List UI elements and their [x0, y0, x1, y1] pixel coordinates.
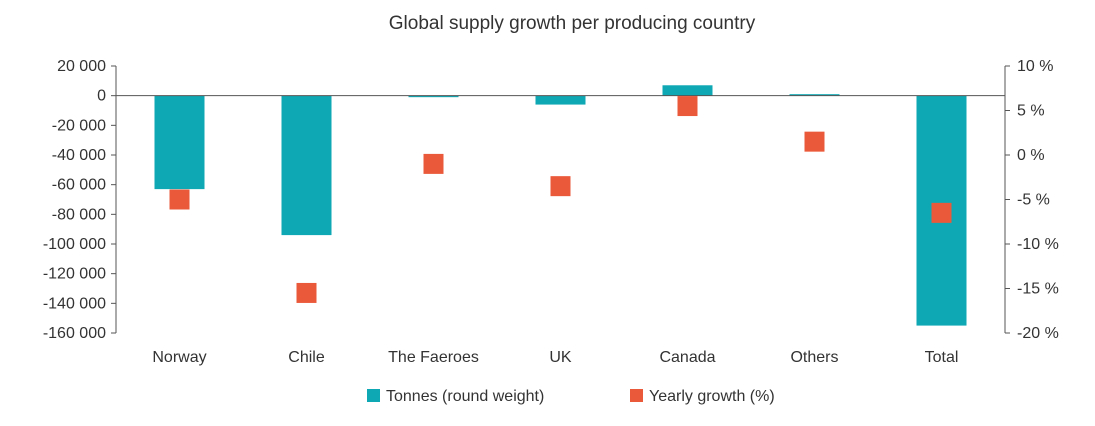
x-axis-label-chile: Chile [288, 349, 325, 366]
growth-marker-canada [677, 96, 698, 117]
bar-others [789, 94, 840, 96]
right-axis-tick-label: 10 % [1017, 58, 1053, 75]
bar-chile [281, 95, 332, 236]
x-axis-label-the-faeroes: The Faeroes [388, 349, 479, 366]
left-axis-tick-label: -160 000 [43, 325, 106, 342]
x-axis-label-canada: Canada [659, 349, 715, 366]
right-axis-tick-label: 5 % [1017, 103, 1045, 120]
x-axis-label-total: Total [925, 349, 959, 366]
left-axis-tick-label: 0 [97, 88, 106, 105]
left-axis-tick-label: -20 000 [52, 117, 106, 134]
left-axis-tick-label: -40 000 [52, 147, 106, 164]
x-axis-label-others: Others [790, 349, 838, 366]
legend-label-yearly-growth: Yearly growth (%) [649, 388, 775, 405]
left-axis-tick-label: -100 000 [43, 236, 106, 253]
right-axis-tick-label: -5 % [1017, 192, 1050, 209]
x-axis-label-norway: Norway [152, 349, 206, 366]
legend-label-tonnes: Tonnes (round weight) [386, 388, 544, 405]
bar-the-faeroes [408, 95, 459, 98]
plot-area: 20 000 0 -20 000 -40 000 -60 000 -80 000 -100 … [43, 58, 1059, 366]
bar-norway [154, 95, 205, 190]
chart-title: Global supply growth per producing count… [389, 13, 756, 34]
right-axis-tick-label: -15 % [1017, 281, 1059, 298]
left-axis-tick-label: -80 000 [52, 206, 106, 223]
left-axis-tick-label: -120 000 [43, 266, 106, 283]
bar-uk [535, 95, 586, 105]
growth-marker-chile [296, 282, 317, 303]
right-axis-tick-label: -10 % [1017, 236, 1059, 253]
right-axis-tick-label: -20 % [1017, 325, 1059, 342]
growth-marker-uk [550, 176, 571, 197]
left-axis-tick-label: -140 000 [43, 295, 106, 312]
growth-marker-others [804, 131, 825, 152]
left-axis-tick-label: -60 000 [52, 177, 106, 194]
left-axis-tick-label: 20 000 [57, 58, 106, 75]
legend-swatch-tonnes [367, 389, 380, 402]
legend: Tonnes (round weight) Yearly growth (%) [367, 388, 775, 405]
bar-canada [662, 85, 713, 96]
right-axis-tick-label: 0 % [1017, 147, 1045, 164]
growth-marker-total [931, 202, 952, 223]
growth-marker-norway [169, 189, 190, 210]
growth-marker-the-faeroes [423, 153, 444, 174]
x-axis-label-uk: UK [549, 349, 572, 366]
legend-swatch-yearly-growth [630, 389, 643, 402]
